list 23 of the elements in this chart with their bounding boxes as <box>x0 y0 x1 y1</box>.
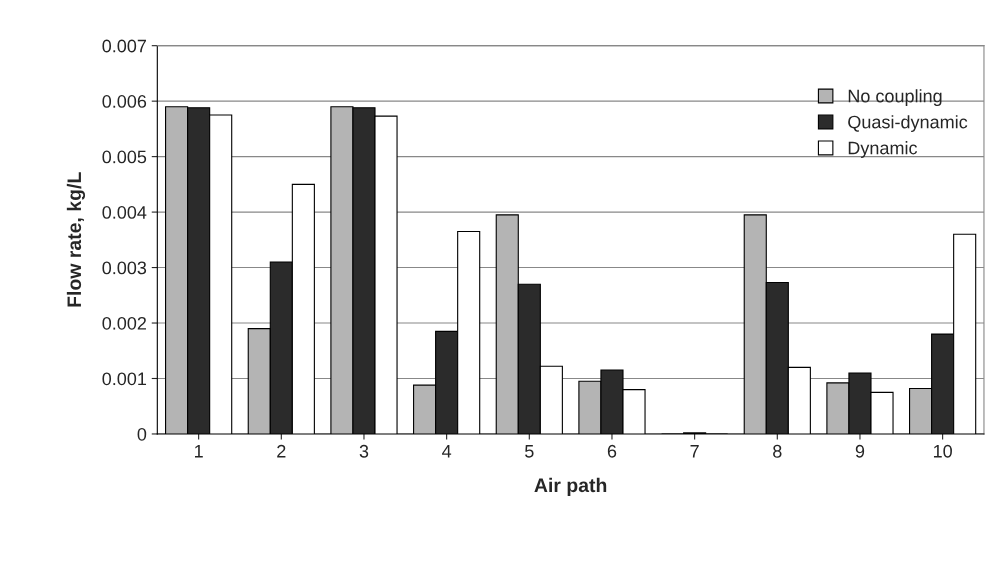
x-tick-label: 6 <box>607 444 617 458</box>
legend-label: Dynamic <box>848 141 918 158</box>
y-tick-label: 0.003 <box>102 261 147 275</box>
legend-label: No coupling <box>848 89 942 107</box>
x-tick-label: 2 <box>277 444 286 458</box>
y-axis-title: Flow rate, kg/L <box>66 172 86 307</box>
x-tick-label: 8 <box>773 444 782 458</box>
x-tick-label: 3 <box>359 444 369 458</box>
x-tick-label: 9 <box>855 444 865 458</box>
x-tick-label: 4 <box>442 445 452 458</box>
y-tick-label: 0.004 <box>102 206 147 219</box>
y-tick-label: 0 <box>137 427 147 441</box>
y-tick-label: 0.005 <box>102 150 147 164</box>
y-tick-label: 0.007 <box>102 39 146 53</box>
y-tick-label: 0.002 <box>102 316 146 330</box>
legend-label: Quasi-dynamic <box>848 115 968 132</box>
x-tick-label: 1 <box>195 445 203 458</box>
x-tick-label: 10 <box>933 444 952 458</box>
y-tick-label: 0.006 <box>102 95 147 108</box>
x-tick-label: 7 <box>690 445 699 458</box>
x-tick-label: 5 <box>525 445 534 458</box>
y-tick-label: 0.001 <box>102 372 147 386</box>
x-axis-title: Air path <box>534 477 607 496</box>
